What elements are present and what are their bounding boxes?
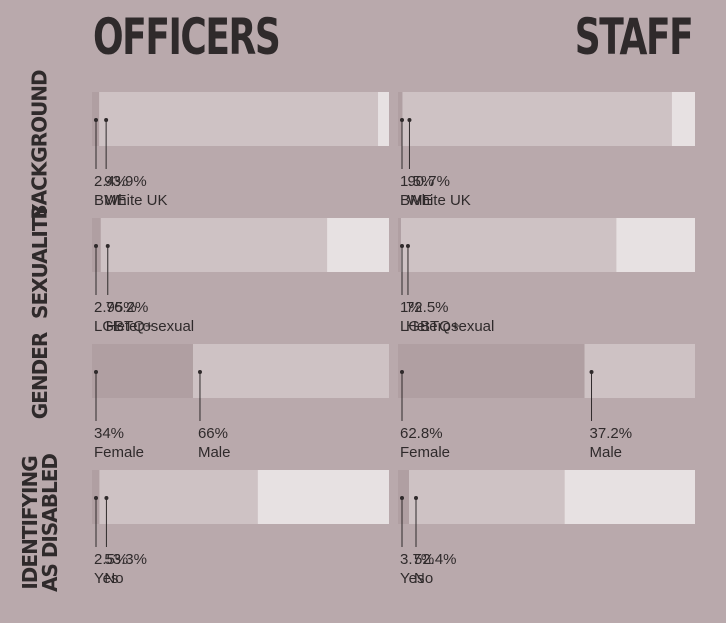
bar-segment-gender-officers-male <box>192 344 389 398</box>
bar-segment-sexuality-staff-heterosexual <box>400 218 617 272</box>
bar-segment-background-staff-bme <box>398 92 403 146</box>
officers-column-title: OFFICERS <box>93 8 281 66</box>
bar-segment-identifying-as-disabled-officers-other <box>257 470 389 524</box>
data-label-category: Female <box>400 444 450 461</box>
data-label-category: BME <box>400 192 433 209</box>
data-label-value: 62.8% <box>400 425 443 442</box>
data-label-value: 1% <box>400 299 422 316</box>
annotation-dot <box>400 244 404 248</box>
data-label-value: 90.7% <box>407 173 450 190</box>
data-label-value: 1.5% <box>400 173 434 190</box>
annotation-dot <box>104 496 109 500</box>
data-label-value: 93.9% <box>104 173 147 190</box>
data-label-value: 34% <box>94 425 124 442</box>
data-label-category: Male <box>198 444 231 461</box>
data-label-category: No <box>414 570 433 587</box>
bar-segment-sexuality-officers-heterosexual <box>100 218 328 272</box>
data-label-category: Male <box>590 444 623 461</box>
data-label-value: 37.2% <box>590 425 633 442</box>
bar-segment-sexuality-staff-other <box>616 218 695 272</box>
bar-segment-gender-staff-male <box>584 344 695 398</box>
data-label-value: 2.95% <box>94 299 137 316</box>
data-label-value: 2.4% <box>94 173 128 190</box>
annotation-dot <box>413 496 418 500</box>
data-label-category: Heterosexual <box>406 318 494 335</box>
data-label-value: 3.7% <box>400 551 434 568</box>
data-label-category: Yes <box>94 570 118 587</box>
staff-column-title: STAFF <box>574 8 693 66</box>
bar-segment-identifying-as-disabled-officers-no <box>99 470 258 524</box>
annotation-dot <box>94 370 98 374</box>
annotation-dot <box>589 370 594 374</box>
bar-segment-gender-staff-female <box>398 344 585 398</box>
data-label-category: BME <box>94 192 127 209</box>
bar-segment-identifying-as-disabled-staff-no <box>408 470 565 524</box>
bar-segment-sexuality-staff-lgbtq <box>398 218 401 272</box>
annotation-dot <box>400 496 404 500</box>
data-label-category: LGBTQ+ <box>94 318 154 335</box>
data-label-category: White UK <box>407 192 470 209</box>
annotation-dot <box>94 118 98 122</box>
data-label-category: Yes <box>400 570 424 587</box>
data-label-category: No <box>104 570 123 587</box>
bar-segment-background-officers-other <box>378 92 389 146</box>
data-label-value: 66% <box>198 425 228 442</box>
data-label-category: Female <box>94 444 144 461</box>
annotation-dot <box>400 118 404 122</box>
data-label-value: 52.4% <box>414 551 457 568</box>
annotation-dot <box>104 118 109 122</box>
annotation-dot <box>407 118 412 122</box>
annotation-dot <box>94 244 98 248</box>
data-label-category: White UK <box>104 192 167 209</box>
data-label-value: 72.5% <box>406 299 449 316</box>
bar-segment-background-officers-white-uk <box>99 92 379 146</box>
bar-segment-background-staff-white-uk <box>402 92 672 146</box>
annotation-dot <box>105 244 110 248</box>
data-label-value: 53.3% <box>104 551 147 568</box>
annotation-dot <box>405 244 410 248</box>
data-label-value: 76.2% <box>106 299 149 316</box>
annotation-dot <box>197 370 202 374</box>
data-label-category: Heterosexual <box>106 318 194 335</box>
data-label-category: LGBTQ+ <box>400 318 460 335</box>
annotation-dot <box>94 496 98 500</box>
bar-segment-identifying-as-disabled-staff-other <box>564 470 695 524</box>
data-label-value: 2.5% <box>94 551 128 568</box>
annotation-dot <box>400 370 404 374</box>
bar-segment-sexuality-officers-other <box>327 218 389 272</box>
bar-segment-gender-officers-female <box>92 344 193 398</box>
bar-segment-background-staff-other <box>671 92 695 146</box>
